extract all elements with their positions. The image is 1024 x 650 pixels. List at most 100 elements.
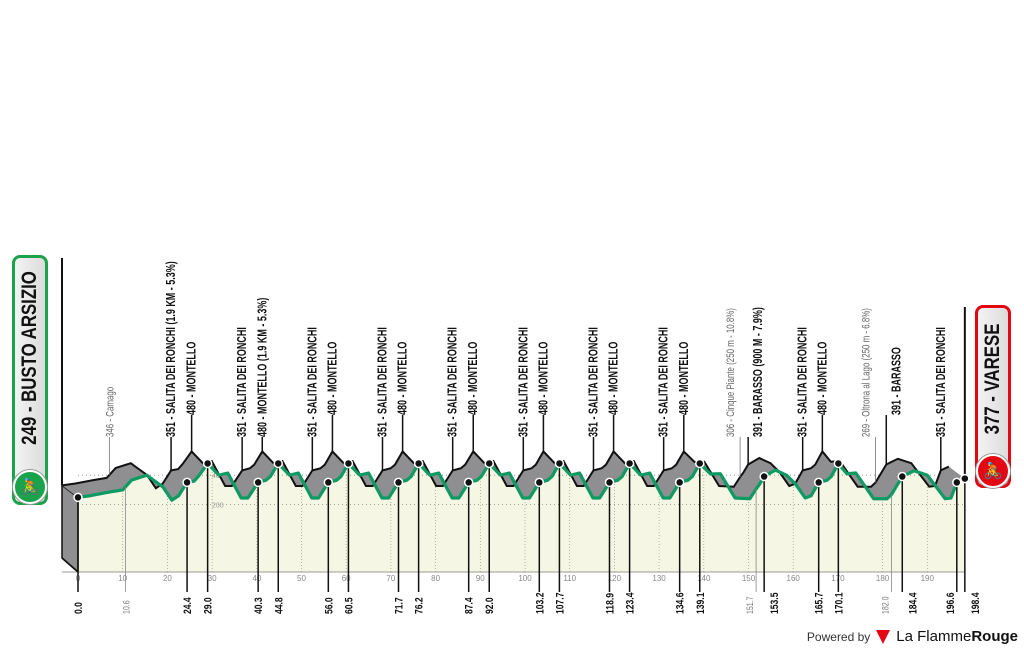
km-marker-dot: [897, 471, 908, 482]
flag-icon: [876, 629, 891, 644]
km-marker-dot: [182, 477, 192, 488]
km-marker-label: 182.0: [881, 596, 891, 614]
start-label: 249 - BUSTO ARSIZIO: [18, 271, 41, 445]
x-axis-edge: [61, 557, 79, 573]
waypoint-label: 391 - BARASSO (900 M - 7.9%): [752, 307, 766, 437]
start-badge: 249 - BUSTO ARSIZIO 🚴: [12, 255, 48, 505]
waypoint-label: 480 - MONTELLO: [326, 342, 340, 415]
x-tick-label: 140: [697, 574, 711, 583]
waypoint-label: 480 - MONTELLO: [467, 342, 481, 415]
waypoint-label: 306 - Cinque Piante (250 m - 10.8%): [725, 308, 738, 437]
x-tick-label: 40: [252, 574, 261, 583]
x-tick-label: 50: [297, 574, 306, 583]
waypoint-label: 346 - Camago: [104, 387, 117, 437]
finish-badge: 377 - VARESE 🚴: [975, 305, 1011, 488]
km-marker-label: 40.3: [253, 597, 265, 614]
km-marker-dot: [813, 477, 824, 488]
x-tick-label: 30: [208, 574, 217, 583]
km-marker-dot: [604, 477, 615, 488]
waypoint-label: 351 - SALITA DEI RONCHI: [376, 327, 390, 437]
km-marker-dot: [624, 458, 635, 469]
finish-label: 377 - VARESE: [981, 323, 1004, 434]
x-tick-label: 70: [386, 574, 395, 583]
km-marker-label: 170.1: [833, 592, 845, 614]
x-tick-label: 160: [787, 574, 801, 583]
km-marker-label: 24.4: [182, 597, 194, 614]
km-marker-label: 151.7: [745, 596, 755, 614]
brand-part-b: Rouge: [971, 628, 1018, 645]
powered-by-logo[interactable]: Powered by La FlammeRouge: [807, 628, 1018, 645]
waypoint-label: 480 - MONTELLO: [185, 342, 199, 415]
x-tick-label: 20: [163, 574, 172, 583]
waypoint-label: 391 - BARASSO: [890, 347, 904, 415]
brand-part-a: La Flamme: [896, 628, 972, 645]
km-marker-label: 134.6: [675, 592, 687, 614]
km-marker-dot: [695, 458, 705, 469]
km-marker-dot: [73, 492, 83, 503]
km-marker-dot: [253, 477, 263, 488]
km-marker-label: 103.2: [534, 592, 546, 614]
waypoint-label: 480 - MONTELLO: [607, 342, 621, 415]
waypoint-label: 351 - SALITA DEI RONCHI: [796, 327, 810, 437]
x-tick-label: 90: [476, 574, 485, 583]
km-marker-label: 29.0: [203, 597, 215, 614]
km-marker-dot: [484, 458, 494, 469]
km-marker-dot: [202, 458, 213, 469]
km-marker-dot: [393, 477, 404, 488]
brand-name: La FlammeRouge: [896, 628, 1018, 645]
x-tick-label: 150: [742, 574, 756, 583]
km-marker-label: 71.7: [394, 597, 406, 614]
km-marker-label: 0.0: [73, 602, 85, 614]
km-marker-dot: [833, 458, 844, 469]
waypoint-label: 269 - Oltrona al Lago (250 m - 6.8%): [860, 308, 873, 437]
x-tick-label: 110: [563, 574, 576, 583]
x-tick-label: 100: [518, 574, 532, 583]
km-marker-dot: [952, 477, 962, 488]
km-marker-label: 123.4: [625, 592, 637, 614]
elevation-line: [77, 461, 966, 502]
waypoint-label: 351 - SALITA DEI RONCHI: [587, 327, 601, 437]
cyclist-icon: 🚴: [976, 454, 1010, 488]
km-marker-label: 56.0: [323, 597, 335, 614]
km-marker-label: 165.7: [814, 592, 826, 614]
km-marker-dot: [674, 477, 685, 488]
waypoint-label: 351 - SALITA DEI RONCHI: [657, 327, 671, 437]
km-marker-dot: [323, 477, 334, 488]
x-tick-label: 120: [608, 574, 622, 583]
x-tick-label: 10: [118, 574, 127, 583]
relief-top-line: [61, 449, 950, 490]
x-tick-label: 80: [431, 574, 440, 583]
waypoint-label: 480 - MONTELLO: [537, 342, 551, 415]
km-marker-dot: [759, 471, 769, 482]
km-marker-label: 76.2: [414, 597, 426, 614]
waypoint-label: 351 - SALITA DEI RONCHI: [446, 327, 460, 437]
x-tick-label: 130: [652, 574, 666, 583]
km-marker-label: 107.7: [554, 592, 566, 614]
km-marker-dot: [554, 458, 565, 469]
km-marker-dot: [463, 477, 474, 488]
waypoint-label: 480 - MONTELLO: [816, 342, 830, 415]
km-marker-label: 198.4: [970, 592, 982, 614]
km-marker-dot: [413, 458, 424, 469]
x-tick-label: 190: [921, 574, 935, 583]
km-marker-dot: [960, 473, 970, 484]
km-marker-label: 10.6: [122, 600, 132, 614]
waypoint-label: 351 - SALITA DEI RONCHI: [306, 327, 320, 437]
profile-area: [78, 463, 965, 572]
x-tick-label: 60: [342, 574, 351, 583]
km-marker-label: 196.6: [945, 592, 957, 614]
profile-relief: [62, 451, 965, 501]
cyclist-icon: 🚴: [13, 470, 47, 504]
waypoint-label: 480 - MONTELLO: [677, 342, 691, 415]
km-marker-label: 153.5: [769, 592, 781, 614]
km-marker-label: 87.4: [464, 597, 476, 614]
km-marker-dot: [343, 458, 354, 469]
km-marker-label: 184.4: [907, 592, 919, 614]
waypoint-label: 480 - MONTELLO: [396, 342, 410, 415]
powered-by-text: Powered by: [806, 629, 871, 644]
waypoint-label: 351 - SALITA DEI RONCHI (1.9 KM - 5.3%): [165, 261, 179, 437]
waypoint-label: 351 - SALITA DEI RONCHI: [517, 327, 531, 437]
waypoint-label: 351 - SALITA DEI RONCHI: [236, 327, 250, 437]
km-marker-label: 139.1: [695, 592, 707, 614]
